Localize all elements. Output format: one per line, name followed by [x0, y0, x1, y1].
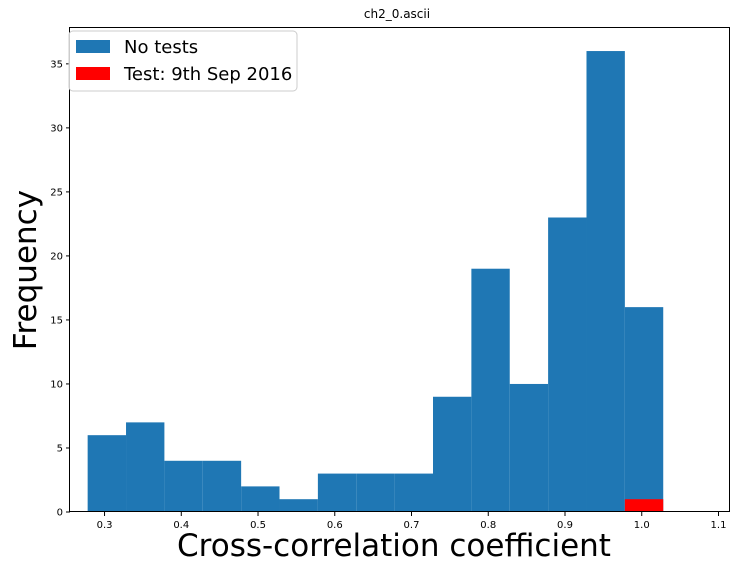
- bar-no-tests-0: [87, 435, 127, 512]
- bars-group: [87, 51, 664, 513]
- plot-frame: [69, 27, 730, 512]
- x-tick-label: 0.8: [480, 520, 496, 531]
- bar-no-tests-8: [394, 473, 433, 512]
- legend-swatch-no-tests: [76, 40, 110, 53]
- y-tick-label: 0: [57, 508, 63, 519]
- y-tick-label: 15: [50, 315, 63, 326]
- y-axis-label: Frequency: [8, 190, 44, 350]
- y-tick-label: 25: [50, 187, 63, 198]
- x-tick-label: 1.0: [634, 520, 650, 531]
- x-tick-label: 0.9: [557, 520, 573, 531]
- bar-no-tests-13: [586, 51, 625, 513]
- y-tick-label: 20: [50, 251, 63, 262]
- bar-no-tests-10: [471, 268, 510, 512]
- bar-test-0: [624, 499, 664, 512]
- bar-no-tests-5: [279, 499, 318, 512]
- bar-no-tests-1: [126, 422, 165, 512]
- y-tick-label: 5: [57, 443, 63, 454]
- x-axis-label: Cross-correlation coefficient: [177, 528, 611, 564]
- x-tick-label: 0.4: [173, 520, 189, 531]
- x-tick-label: 0.3: [97, 520, 113, 531]
- bar-no-tests-12: [548, 217, 587, 513]
- x-tick-label: 1.1: [711, 520, 727, 531]
- bar-no-tests-14: [624, 307, 664, 512]
- legend-swatch-test: [76, 67, 110, 80]
- x-tick-label: 0.6: [327, 520, 343, 531]
- chart-title: ch2_0.ascii: [364, 7, 430, 21]
- legend: No tests Test: 9th Sep 2016: [68, 30, 298, 92]
- legend-frame: [68, 30, 298, 92]
- y-tick-label: 10: [50, 379, 63, 390]
- bar-no-tests-6: [317, 473, 357, 512]
- bar-no-tests-9: [433, 396, 472, 512]
- legend-label-test: Test: 9th Sep 2016: [123, 64, 292, 85]
- x-tick-label: 0.7: [404, 520, 420, 531]
- x-axis: 0.3 0.4 0.5 0.6 0.7 0.8 0.9 1.0 1.1: [97, 512, 727, 531]
- bar-no-tests-7: [356, 473, 395, 512]
- legend-label-no-tests: No tests: [124, 37, 198, 58]
- bar-no-tests-11: [509, 383, 549, 512]
- bar-no-tests-3: [202, 460, 242, 512]
- y-tick-label: 35: [50, 59, 63, 70]
- y-tick-label: 30: [50, 123, 63, 134]
- bar-no-tests-4: [241, 486, 280, 512]
- y-axis: 0 5 10 15 20 25 30 35: [50, 59, 70, 519]
- x-tick-label: 0.5: [250, 520, 266, 531]
- bar-no-tests-2: [164, 460, 203, 512]
